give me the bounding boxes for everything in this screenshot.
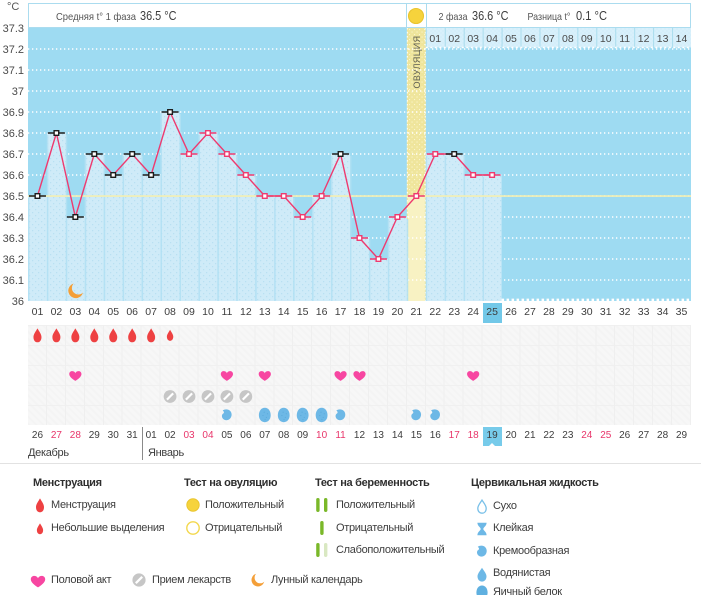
svg-text:02: 02: [448, 33, 460, 45]
svg-text:04: 04: [486, 33, 498, 45]
svg-text:Средняя t° 1 фаза: Средняя t° 1 фаза: [56, 11, 136, 23]
svg-text:36.6 °C: 36.6 °C: [472, 8, 509, 23]
svg-text:36.5 °C: 36.5 °C: [140, 8, 177, 23]
svg-text:ОВУЛЯЦИЯ: ОВУЛЯЦИЯ: [412, 35, 422, 88]
svg-text:Разница t°: Разница t°: [528, 11, 571, 23]
svg-text:11: 11: [619, 33, 630, 45]
svg-text:05: 05: [505, 33, 517, 45]
svg-text:06: 06: [524, 33, 536, 45]
svg-text:14: 14: [676, 33, 688, 45]
svg-text:13: 13: [657, 33, 669, 45]
svg-text:12: 12: [638, 33, 650, 45]
svg-text:07: 07: [543, 33, 555, 45]
svg-text:2 фаза: 2 фаза: [439, 11, 468, 23]
svg-text:08: 08: [562, 33, 574, 45]
svg-text:01: 01: [429, 33, 441, 45]
svg-text:03: 03: [467, 33, 479, 45]
svg-text:09: 09: [581, 33, 593, 45]
svg-text:10: 10: [600, 33, 612, 45]
svg-text:0.1 °C: 0.1 °C: [576, 8, 607, 23]
